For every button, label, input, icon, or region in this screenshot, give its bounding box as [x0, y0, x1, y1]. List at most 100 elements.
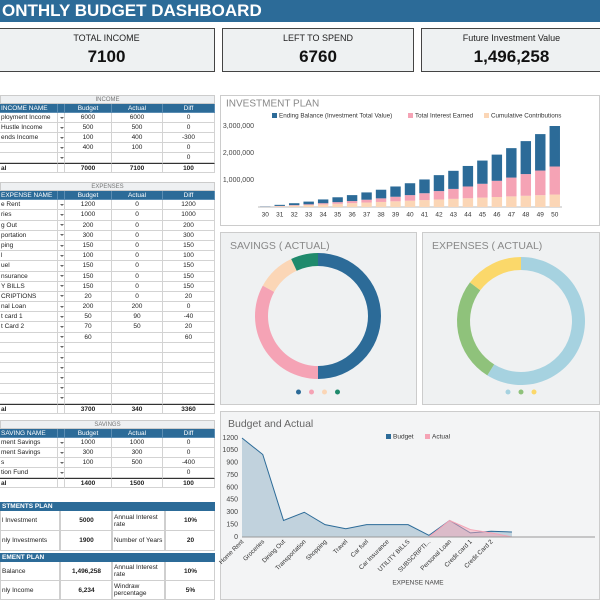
column-header — [58, 191, 65, 201]
header-row: EXPENSE NAME Budget Actual Diff — [0, 191, 215, 201]
table-cell: 0 — [112, 210, 163, 221]
dropdown — [58, 153, 65, 163]
dropdown — [58, 312, 65, 323]
donut-segment — [487, 257, 585, 386]
dropdown — [58, 468, 65, 478]
dropdown — [58, 322, 65, 333]
table-row: t card 1 50 90 -40 — [0, 312, 215, 323]
kpi-value: 6760 — [299, 47, 337, 66]
table-cell: 150 — [65, 271, 112, 282]
table-cell: 100 — [65, 251, 112, 262]
table-cell: Y BILLS — [0, 281, 58, 292]
x-tick-label: 41 — [421, 212, 429, 219]
column-header: Diff — [163, 191, 215, 201]
bar-segment — [549, 194, 560, 207]
table-row: ping 150 0 150 — [0, 240, 215, 252]
x-tick-label: 42 — [435, 212, 443, 219]
dropdown — [58, 251, 65, 262]
dropdown — [58, 448, 65, 458]
table-row: g Out 200 0 200 — [0, 220, 215, 231]
table-cell: l — [0, 251, 58, 262]
table-row — [0, 342, 215, 353]
total-row: al 3700 340 3360 — [0, 403, 215, 415]
kpi-label: Future Investment Value — [462, 33, 561, 43]
table-cell: 6000 — [112, 113, 163, 123]
bar-segment — [535, 134, 546, 171]
kpi-value: 1,496,258 — [473, 47, 550, 66]
table-cell — [163, 383, 215, 394]
kpi-value: 7100 — [87, 47, 126, 66]
x-tick-label: 36 — [348, 212, 356, 219]
bar-segment — [433, 191, 445, 200]
header-row: INCOME NAME Budget Actual Diff — [0, 104, 215, 113]
table-cell: al — [0, 163, 58, 173]
bar-segment — [332, 203, 343, 207]
table-cell — [65, 468, 112, 478]
table-cell: ries — [0, 210, 58, 221]
bar-segment — [390, 201, 401, 207]
table-cell: 300 — [163, 230, 215, 241]
table-cell: 0 — [112, 261, 163, 272]
table-row: uel 150 0 150 — [0, 261, 215, 272]
table-row: s 100 500 -400 — [0, 458, 215, 468]
dropdown — [58, 291, 65, 303]
plan-label: Windraw percentage — [112, 581, 165, 600]
table-row: ment Savings 300 300 0 — [0, 448, 215, 458]
table-row — [0, 363, 215, 374]
table-cell: 500 — [112, 123, 163, 133]
legend-label: Total Interest Earned — [415, 113, 474, 120]
table-cell: 200 — [65, 220, 112, 231]
table-cell: 0 — [112, 251, 163, 262]
table-row: portation 300 0 300 — [0, 230, 215, 241]
table-cell — [112, 383, 163, 394]
bar-segment — [491, 180, 503, 198]
bar-segment — [477, 197, 488, 207]
column-header: SAVING NAME — [0, 429, 58, 438]
area-fill — [242, 520, 512, 537]
table-cell: CRIPTIONS — [0, 291, 58, 303]
dropdown — [58, 393, 65, 404]
dropdown — [58, 123, 65, 133]
table-cell: 100 — [65, 458, 112, 468]
donut-segment — [457, 282, 495, 376]
legend-dot — [322, 389, 327, 395]
table-row: t Card 2 70 50 20 — [0, 322, 215, 333]
bar-segment — [462, 165, 474, 187]
table-row: tion Fund 0 — [0, 468, 215, 478]
table-cell — [65, 373, 112, 384]
legend-label: Ending Balance (Investment Total Value) — [279, 113, 392, 120]
table-cell: s — [0, 458, 58, 468]
table-cell: 100 — [112, 143, 163, 153]
y-tick-label: 450 — [226, 497, 238, 504]
legend-dot — [296, 389, 301, 395]
plan-label: Number of Years — [112, 531, 165, 551]
bar-segment — [448, 170, 459, 189]
table-cell: -40 — [163, 312, 215, 323]
bar-segment — [462, 186, 474, 199]
table-cell: t card 1 — [0, 312, 58, 323]
dropdown — [58, 200, 65, 211]
table-cell: ends Income — [0, 133, 58, 143]
table-cell: 20 — [65, 291, 112, 303]
table-cell — [163, 353, 215, 364]
table-cell: 200 — [163, 220, 215, 231]
table-cell — [163, 363, 215, 374]
table-cell: al — [0, 403, 58, 415]
x-tick-label: 40 — [406, 212, 414, 219]
plan-value: 6,234 — [60, 581, 112, 600]
table-cell: 1000 — [65, 210, 112, 221]
dropdown — [58, 458, 65, 468]
bar-segment — [419, 200, 430, 207]
legend-swatch — [408, 113, 413, 118]
table-cell: ment Savings — [0, 438, 58, 448]
x-tick-label: 30 — [262, 212, 270, 219]
table-cell — [58, 163, 65, 173]
table-cell: 1000 — [112, 438, 163, 448]
table-cell: 0 — [163, 113, 215, 123]
table-cell: 0 — [163, 143, 215, 153]
table-cell: 0 — [112, 271, 163, 282]
table-cell: ment Savings — [0, 448, 58, 458]
dropdown — [58, 438, 65, 448]
y-tick-label: 300 — [226, 509, 238, 516]
y-tick-label: 1050 — [222, 447, 238, 454]
